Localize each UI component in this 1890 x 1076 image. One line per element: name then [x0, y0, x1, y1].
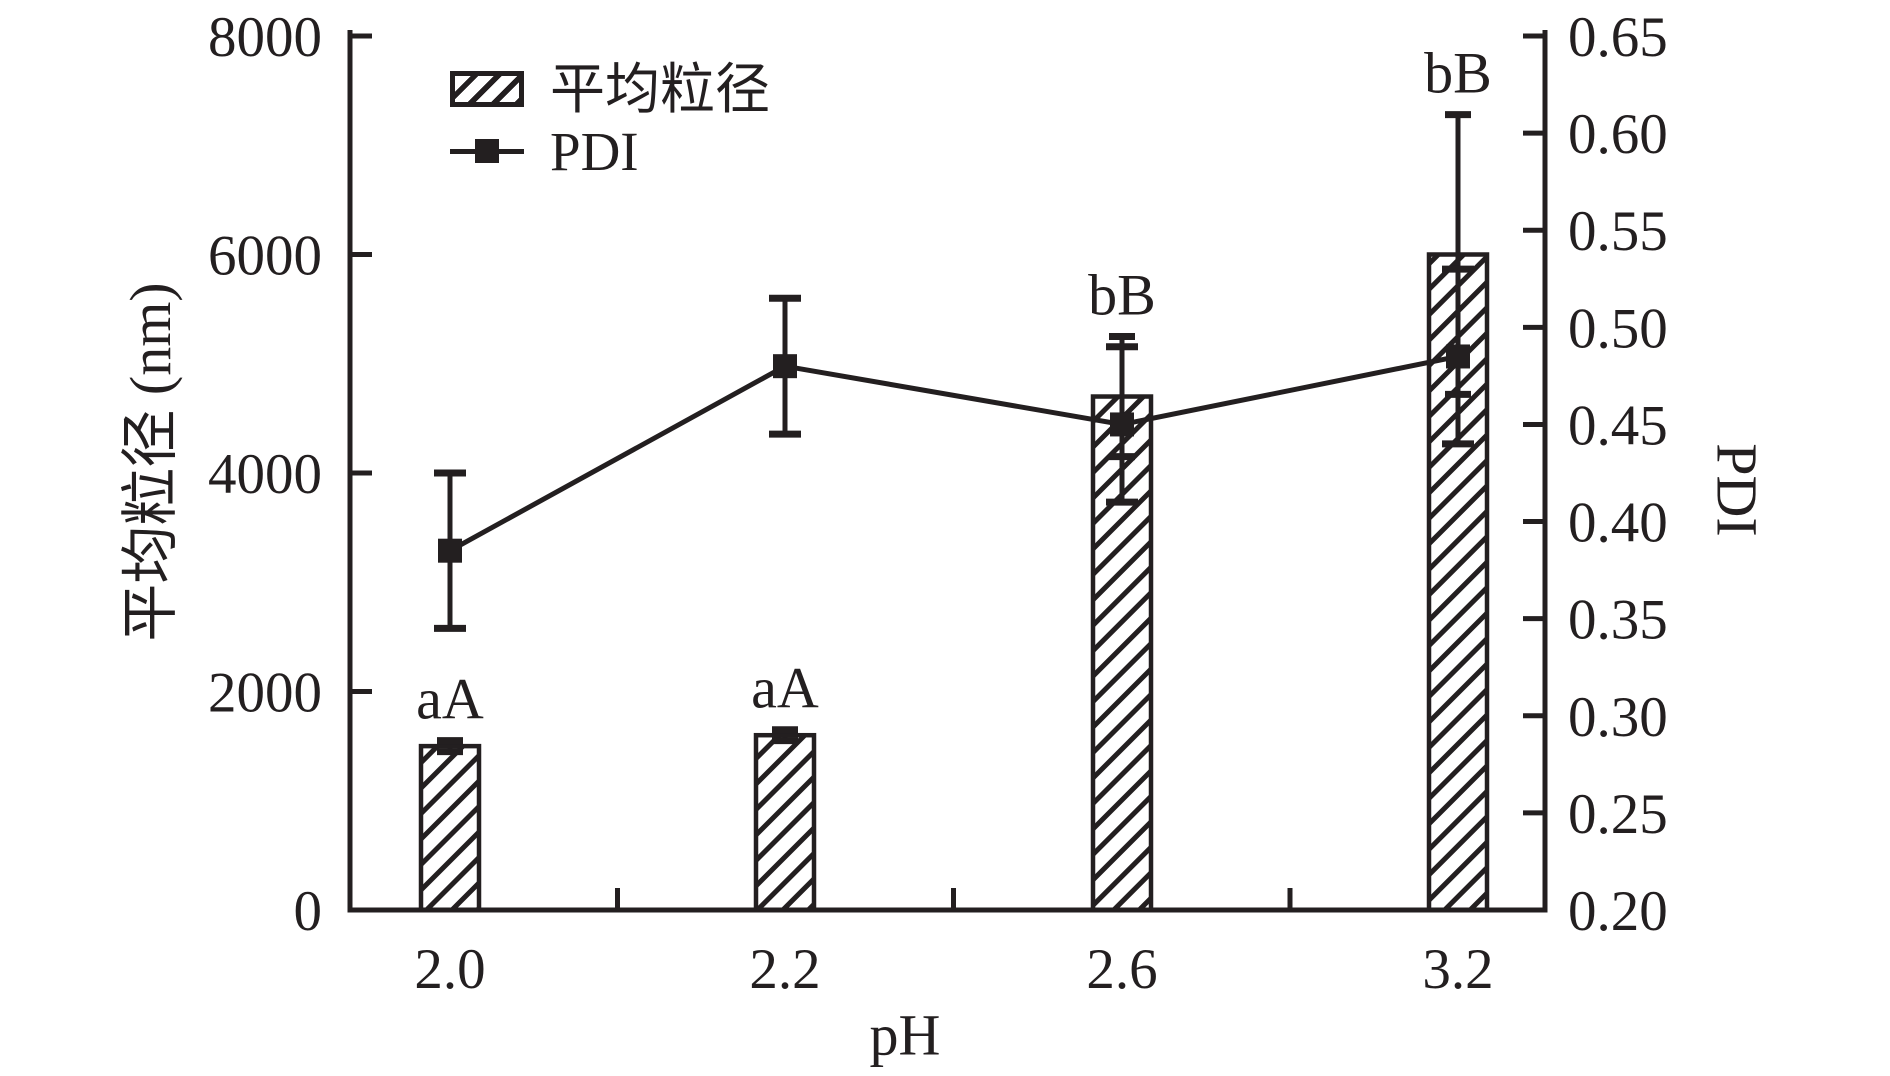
legend-label-pdi: PDI — [550, 120, 639, 182]
x-tick-label-3.2: 3.2 — [1422, 938, 1493, 1001]
pdi-marker-2.2 — [773, 354, 797, 379]
bar-2.0 — [418, 743, 482, 913]
pdi-marker-2.6 — [1110, 412, 1134, 437]
legend-item-particle-size: 平均粒径 — [450, 58, 770, 120]
x-tick-label-2.0: 2.0 — [414, 938, 485, 1001]
x-axis-title: pH — [869, 1002, 941, 1068]
right-tick-label: 0.60 — [1568, 103, 1668, 166]
right-tick-label: 0.25 — [1568, 783, 1668, 846]
annotation-bB-2.6: bB — [1088, 262, 1156, 327]
left-tick-label: 0 — [294, 880, 323, 943]
pdi-marker-3.2 — [1446, 344, 1470, 369]
right-tick-label: 0.50 — [1568, 297, 1668, 360]
bar-2.2 — [753, 732, 817, 913]
right-tick-label: 0.55 — [1568, 200, 1668, 263]
right-tick-label: 0.35 — [1568, 589, 1668, 652]
right-y-axis-title: PDI — [1704, 443, 1770, 537]
legend-label-particle-size: 平均粒径 — [550, 58, 771, 120]
left-tick-label: 2000 — [208, 662, 322, 725]
left-tick-label: 8000 — [208, 6, 322, 69]
left-tick-label: 6000 — [208, 225, 322, 288]
annotation-bB-3.2: bB — [1424, 41, 1492, 106]
annotation-aA-2.2: aA — [751, 656, 819, 721]
left-y-axis-title: 平均粒径 (nm) — [118, 282, 183, 642]
legend-item-pdi: PDI — [450, 120, 770, 182]
legend: 平均粒径 PDI — [450, 58, 770, 182]
annotation-aA-2.0: aA — [416, 667, 484, 732]
right-tick-label: 0.20 — [1568, 880, 1668, 943]
x-tick-label-2.2: 2.2 — [749, 938, 820, 1001]
hatched-bar-swatch-icon — [450, 71, 524, 107]
line-marker-swatch-icon — [450, 138, 524, 164]
pdi-marker-2.0 — [438, 538, 462, 563]
right-tick-label: 0.40 — [1568, 492, 1668, 555]
left-tick-label: 4000 — [208, 443, 322, 506]
x-tick-label-2.6: 2.6 — [1086, 938, 1157, 1001]
right-tick-label: 0.65 — [1568, 6, 1668, 69]
right-tick-label: 0.45 — [1568, 394, 1668, 457]
right-tick-label: 0.30 — [1568, 686, 1668, 749]
pdi-line — [448, 354, 1459, 553]
